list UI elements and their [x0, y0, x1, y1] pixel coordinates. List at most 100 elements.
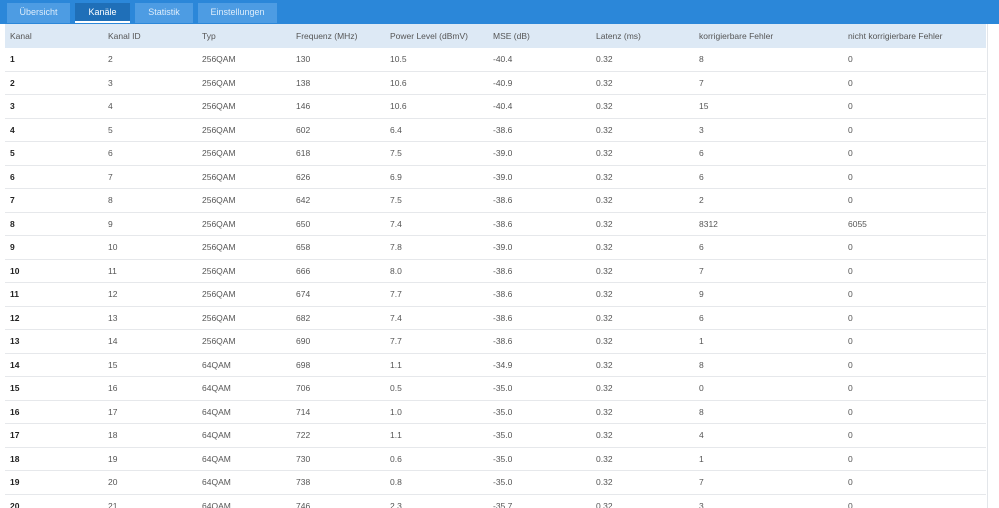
table-cell: 3: [694, 494, 843, 508]
table-cell: 2.3: [385, 494, 488, 508]
table-cell: 20: [103, 470, 197, 495]
table-cell: 18: [103, 423, 197, 448]
table-cell: 17: [5, 423, 103, 448]
column-header: nicht korrigierbare Fehler: [843, 24, 986, 48]
table-cell: 0.32: [591, 494, 694, 508]
table-cell: 0: [843, 94, 986, 119]
table-cell: 8: [694, 353, 843, 377]
table-cell: 0: [843, 470, 986, 495]
table-cell: 0.32: [591, 188, 694, 213]
table-cell: 0.32: [591, 376, 694, 401]
table-cell: 746: [291, 494, 385, 508]
table-cell: 0: [843, 423, 986, 448]
table-row: 10 11 256QAM 666 8.0 -38.6 0.32 7 0: [5, 259, 986, 283]
table-cell: 8.0: [385, 259, 488, 283]
table-cell: -38.6: [488, 188, 591, 213]
table-row: 15 16 64QAM 706 0.5 -35.0 0.32 0 0: [5, 376, 986, 401]
table-row: 14 15 64QAM 698 1.1 -34.9 0.32 8 0: [5, 353, 986, 377]
table-cell: 64QAM: [197, 376, 291, 401]
table-cell: 6: [5, 165, 103, 189]
table-cell: -38.6: [488, 282, 591, 307]
table-cell: 7.7: [385, 282, 488, 307]
column-header: Kanal ID: [103, 24, 197, 48]
table-cell: 0: [843, 235, 986, 260]
table-cell: 690: [291, 329, 385, 354]
table-cell: 0.32: [591, 329, 694, 354]
table-cell: 0.32: [591, 447, 694, 471]
table-cell: 1.0: [385, 400, 488, 424]
table-cell: 4: [103, 94, 197, 119]
table-cell: 9: [5, 235, 103, 260]
table-cell: 730: [291, 447, 385, 471]
table-cell: 3: [103, 71, 197, 95]
table-cell: 0: [843, 494, 986, 508]
top-bar: Übersicht Kanäle Statistik Einstellungen: [0, 0, 999, 24]
table-cell: 0.32: [591, 48, 694, 72]
table-row: 9 10 256QAM 658 7.8 -39.0 0.32 6 0: [5, 235, 986, 260]
table-cell: 64QAM: [197, 494, 291, 508]
table-cell: -38.6: [488, 259, 591, 283]
table-cell: 10.6: [385, 94, 488, 119]
table-cell: -35.0: [488, 376, 591, 401]
table-row: 20 21 64QAM 746 2.3 -35.7 0.32 3 0: [5, 494, 986, 508]
table-cell: 7.5: [385, 188, 488, 213]
table-container: Kanal Kanal ID Typ Frequenz (MHz) Power Leve…: [5, 24, 988, 508]
table-cell: 8312: [694, 212, 843, 236]
table-row: 4 5 256QAM 602 6.4 -38.6 0.32 3 0: [5, 118, 986, 142]
table-cell: 0.32: [591, 235, 694, 260]
table-cell: 8: [694, 400, 843, 424]
table-cell: 12: [5, 306, 103, 330]
table-cell: 256QAM: [197, 71, 291, 95]
table-cell: 722: [291, 423, 385, 448]
table-row: 19 20 64QAM 738 0.8 -35.0 0.32 7 0: [5, 470, 986, 495]
tab[interactable]: Statistik: [135, 3, 193, 23]
table-cell: 4: [5, 118, 103, 142]
table-cell: 0.6: [385, 447, 488, 471]
table-cell: 0: [843, 165, 986, 189]
table-cell: 7: [694, 259, 843, 283]
table-cell: 0.5: [385, 376, 488, 401]
table-cell: -35.0: [488, 400, 591, 424]
table-cell: 256QAM: [197, 306, 291, 330]
table-cell: 0.32: [591, 94, 694, 119]
table-cell: -34.9: [488, 353, 591, 377]
table-cell: 3: [5, 94, 103, 119]
table-cell: 5: [103, 118, 197, 142]
table-cell: 0: [843, 141, 986, 166]
table-cell: 138: [291, 71, 385, 95]
table-cell: 674: [291, 282, 385, 307]
table-row: 8 9 256QAM 650 7.4 -38.6 0.32 8312 6055: [5, 212, 986, 236]
table-cell: 16: [103, 376, 197, 401]
table-cell: 256QAM: [197, 165, 291, 189]
table-cell: 6.9: [385, 165, 488, 189]
table-cell: 666: [291, 259, 385, 283]
tab[interactable]: Einstellungen: [198, 3, 277, 23]
table-cell: 8: [103, 188, 197, 213]
table-cell: 256QAM: [197, 141, 291, 166]
column-header: MSE (dB): [488, 24, 591, 48]
table-cell: 7: [103, 165, 197, 189]
table-cell: 21: [103, 494, 197, 508]
table-cell: 0.32: [591, 423, 694, 448]
table-cell: 256QAM: [197, 48, 291, 72]
table-cell: 0.8: [385, 470, 488, 495]
table-cell: 14: [5, 353, 103, 377]
column-header: Frequenz (MHz): [291, 24, 385, 48]
table-cell: 626: [291, 165, 385, 189]
table-cell: 64QAM: [197, 470, 291, 495]
table-cell: 618: [291, 141, 385, 166]
table-cell: -40.4: [488, 48, 591, 72]
table-cell: -40.9: [488, 71, 591, 95]
table-cell: -40.4: [488, 94, 591, 119]
table-cell: 0.32: [591, 71, 694, 95]
table-cell: 0.32: [591, 165, 694, 189]
tab-active[interactable]: Kanäle: [75, 3, 130, 23]
tab[interactable]: Übersicht: [7, 3, 70, 23]
table-row: 3 4 256QAM 146 10.6 -40.4 0.32 15 0: [5, 94, 986, 119]
table-cell: -35.0: [488, 447, 591, 471]
column-header: Typ: [197, 24, 291, 48]
table-cell: 642: [291, 188, 385, 213]
table-cell: 130: [291, 48, 385, 72]
